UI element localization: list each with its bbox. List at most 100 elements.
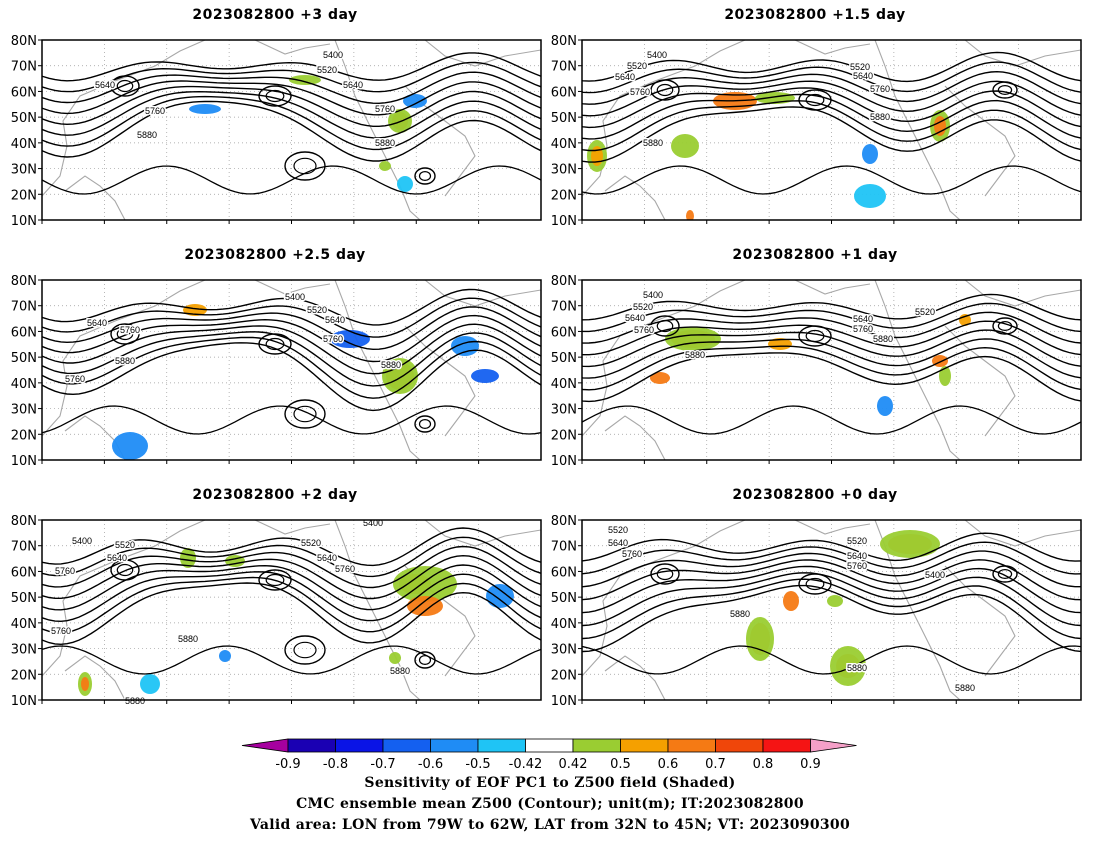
colorbar-arrow-left (241, 738, 289, 753)
z500-contour (582, 51, 1081, 83)
lon-label: 60W (465, 705, 492, 706)
lon-label: 90E (31, 225, 54, 226)
lat-label: 40N (551, 137, 577, 152)
lat-label: 20N (11, 188, 37, 203)
z500-contour (582, 329, 1081, 368)
sensitivity-shading (830, 646, 866, 686)
lon-label: 150W (274, 225, 309, 226)
coastline (794, 280, 871, 295)
z500-contour (582, 61, 1081, 94)
sensitivity-shading (397, 176, 413, 192)
z500-contour (42, 85, 541, 127)
coastline (604, 175, 666, 220)
lon-label: 90W (403, 465, 430, 466)
lat-label: 10N (551, 454, 577, 466)
z500-contour-closed (805, 329, 825, 343)
coastline (424, 520, 541, 547)
lon-label: 90W (403, 225, 430, 226)
panel-title: 2023082800 +3 day (192, 7, 358, 23)
contour-label: 5760 (622, 549, 642, 559)
z500-contour (582, 572, 1081, 627)
lon-label: 90E (571, 705, 594, 706)
colorbar-label: 0.7 (705, 757, 726, 772)
panel-title: 2023082800 +1.5 day (724, 7, 906, 23)
contour-label: 5880 (873, 334, 893, 344)
contour-label: 5880 (125, 696, 145, 706)
lat-label: 20N (551, 188, 577, 203)
colorbar-swatch (287, 738, 336, 753)
z500-contour (42, 564, 541, 611)
z500-contour (42, 571, 541, 623)
lat-label: 60N (551, 325, 577, 340)
z500-contour (582, 405, 1081, 435)
lat-label: 50N (11, 351, 37, 366)
colorbar-swatch (762, 738, 811, 753)
contour-label: 5760 (145, 106, 165, 116)
z500-contour (582, 87, 1081, 129)
z500-contour-closed (992, 565, 1018, 583)
colorbar-swatch (572, 738, 621, 753)
lon-label: 120E (629, 225, 660, 226)
sensitivity-shading (939, 366, 951, 386)
z500-contour (42, 323, 541, 375)
z500-contour (582, 293, 1081, 321)
contour-label: 5640 (325, 315, 345, 325)
panel-title: 2023082800 +0 day (732, 487, 898, 503)
lat-label: 80N (551, 34, 577, 49)
contour-label: 5640 (608, 538, 628, 548)
lat-label: 40N (551, 617, 577, 632)
lon-label: 90W (943, 705, 970, 706)
colorbar-swatch (382, 738, 431, 753)
coastline (794, 40, 871, 55)
coastline (604, 415, 666, 460)
lon-label: 150W (814, 465, 849, 466)
lat-label: 40N (11, 377, 37, 392)
colorbar-swatch (620, 738, 669, 753)
z500-contour (582, 559, 1081, 601)
contour-label: 5400 (925, 570, 945, 580)
contour-label: 5880 (390, 666, 410, 676)
z500-contour (582, 93, 1081, 140)
map-area (42, 280, 541, 460)
coastline (42, 280, 206, 437)
lat-label: 70N (11, 60, 37, 75)
z500-contour (42, 342, 541, 412)
lat-label: 40N (551, 377, 577, 392)
sensitivity-shading (379, 161, 391, 171)
coastline (404, 325, 476, 437)
sensitivity-shading (189, 104, 221, 114)
z500-contour-closed (798, 325, 832, 347)
lon-label: 180 (758, 705, 781, 706)
lon-label: 150E (692, 465, 723, 466)
lat-label: 70N (551, 60, 577, 75)
contour-label: 5760 (870, 84, 890, 94)
sensitivity-shading (783, 591, 799, 611)
colorbar-label: -0.8 (323, 757, 348, 772)
z500-contour (42, 165, 541, 195)
panel-title: 2023082800 +2 day (192, 487, 358, 503)
z500-contour-closed (116, 563, 134, 577)
z500-contour-closed (798, 573, 832, 595)
coastline (874, 40, 961, 220)
coastline (404, 85, 476, 197)
z500-contour-closed (265, 573, 285, 587)
lon-label: 120W (876, 705, 911, 706)
contour-label: 5640 (853, 71, 873, 81)
sensitivity-shading (289, 75, 321, 85)
lon-label: 60W (1005, 705, 1032, 706)
z500-contour (582, 578, 1081, 640)
panel-plus-3-day: 2023082800 +3 day 5400 5520 5640 5640 5760 57… (5, 4, 545, 234)
lon-label: 120E (89, 225, 120, 226)
z500-contour (582, 645, 1081, 675)
contour-label: 5760 (65, 374, 85, 384)
lon-label: 150W (814, 705, 849, 706)
sensitivity-shading (862, 144, 878, 164)
contour-label: 5880 (375, 138, 395, 148)
map-plot: 5400 5520 5640 5640 5760 5760 5880 5880 80N 70N 60… (11, 34, 542, 226)
z500-contour-closed (258, 569, 292, 591)
z500-contour-closed (805, 93, 825, 107)
lon-label: 90W (943, 465, 970, 466)
contour-label: 5640 (847, 551, 867, 561)
